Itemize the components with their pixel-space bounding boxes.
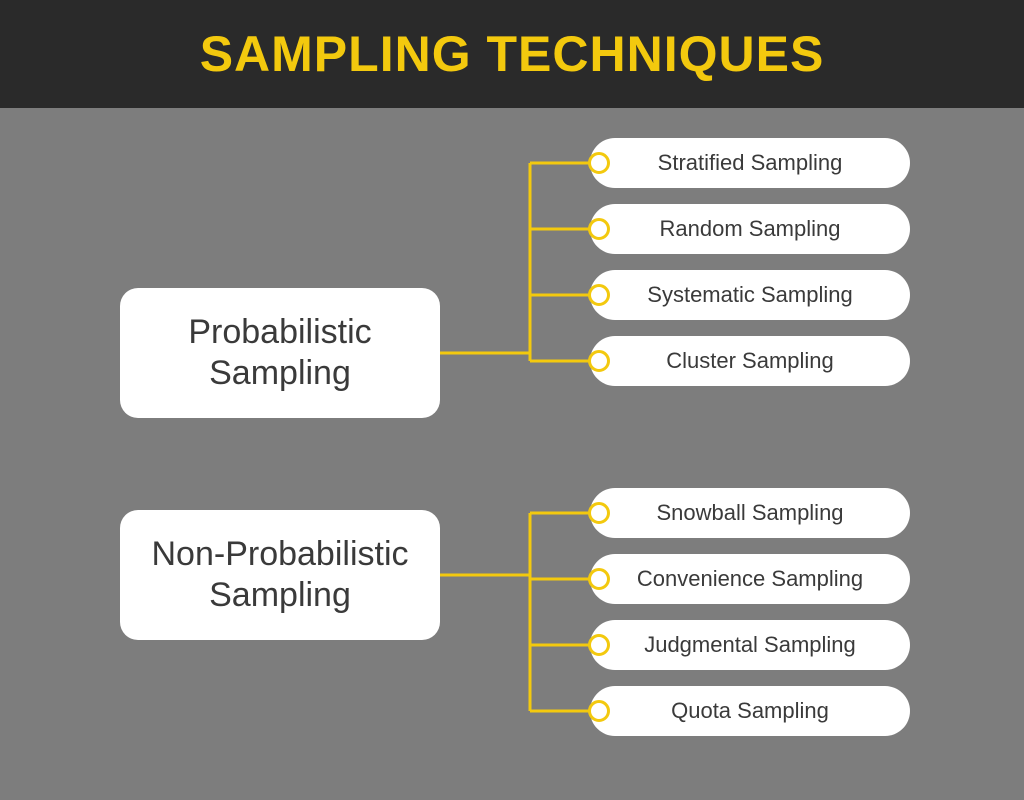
leaf-node: Systematic Sampling xyxy=(590,270,910,320)
leaf-node: Random Sampling xyxy=(590,204,910,254)
leaf-connector-dot xyxy=(588,634,610,656)
leaf-node: Cluster Sampling xyxy=(590,336,910,386)
leaf-connector-dot xyxy=(588,568,610,590)
category-node-non-probabilistic: Non-Probabilistic Sampling xyxy=(120,510,440,640)
leaf-node: Quota Sampling xyxy=(590,686,910,736)
leaf-connector-dot xyxy=(588,700,610,722)
leaf-node: Convenience Sampling xyxy=(590,554,910,604)
page-title: SAMPLING TECHNIQUES xyxy=(200,25,825,83)
leaf-node: Judgmental Sampling xyxy=(590,620,910,670)
leaf-connector-dot xyxy=(588,152,610,174)
leaf-connector-dot xyxy=(588,350,610,372)
leaf-connector-dot xyxy=(588,502,610,524)
infographic-canvas: SAMPLING TECHNIQUES Probabilistic Sampli… xyxy=(0,0,1024,800)
category-node-probabilistic: Probabilistic Sampling xyxy=(120,288,440,418)
diagram-body: Probabilistic Sampling Stratified Samplin… xyxy=(0,108,1024,800)
leaf-connector-dot xyxy=(588,218,610,240)
leaf-connector-dot xyxy=(588,284,610,306)
page-title-bar: SAMPLING TECHNIQUES xyxy=(0,0,1024,108)
leaf-node: Snowball Sampling xyxy=(590,488,910,538)
leaf-node: Stratified Sampling xyxy=(590,138,910,188)
